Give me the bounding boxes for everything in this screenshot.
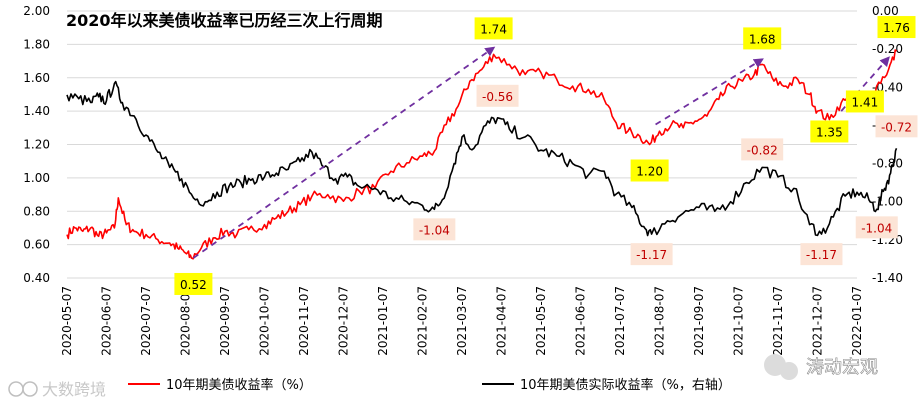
highlight-label-box xyxy=(474,17,513,40)
x-tick-label: 2020-12-07 xyxy=(337,286,351,356)
left-tick-label: 0.60 xyxy=(23,238,50,252)
trend-arrow xyxy=(655,58,764,126)
watermark-right-text: 涛动宏观 xyxy=(806,357,878,378)
right-tick-label: -1.40 xyxy=(872,271,903,285)
left-tick-label: 0.40 xyxy=(23,271,50,285)
highlight-label-box xyxy=(743,27,782,50)
left-tick-label: 2.00 xyxy=(23,4,50,18)
x-tick-label: 2021-11-07 xyxy=(771,286,785,356)
highlight-label-box xyxy=(845,90,884,113)
legend-red-label: 10年期美债收益率（%） xyxy=(166,377,312,393)
right-tick-label: 0.00 xyxy=(872,4,899,18)
data-labels: 0.52 1.74 1.20 1.68 1.35 1.41 1.76 -1.04 -0.56 -1… xyxy=(174,16,918,295)
real-label: -1.04 xyxy=(861,221,892,235)
highlight-label-box xyxy=(174,272,213,295)
x-tick-label: 2021-04-07 xyxy=(495,286,509,356)
series-line-real xyxy=(66,80,898,237)
highlight-label: 1.74 xyxy=(480,22,507,36)
x-tick-label: 2021-10-07 xyxy=(732,286,746,356)
wechat-icon-2 xyxy=(780,362,798,380)
x-tick-label: 2020-09-07 xyxy=(218,286,232,356)
highlight-label-box xyxy=(877,16,916,39)
left-tick-label: 0.80 xyxy=(23,204,50,218)
x-tick-label: 2022-01-07 xyxy=(850,286,864,356)
chart-title: 2020年以来美债收益率已历经三次上行周期 xyxy=(66,11,383,30)
x-tick-label: 2020-11-07 xyxy=(297,286,311,356)
highlight-label: 1.41 xyxy=(852,95,879,109)
x-tick-label: 2020-06-07 xyxy=(100,286,114,356)
real-label-box xyxy=(630,243,673,266)
x-tick-label: 2020-10-07 xyxy=(258,286,272,356)
x-tick-label: 2021-01-07 xyxy=(376,286,390,356)
left-tick-label: 1.20 xyxy=(23,138,50,152)
highlight-label: 1.76 xyxy=(883,21,910,35)
x-tick-label: 2021-05-07 xyxy=(534,286,548,356)
right-tick-label: -1.00 xyxy=(872,195,903,209)
left-tick-label: 1.00 xyxy=(23,171,50,185)
highlight-label: 0.52 xyxy=(180,278,207,292)
highlight-label: 1.20 xyxy=(636,165,663,179)
highlight-label: 1.35 xyxy=(816,125,843,139)
left-tick-label: 1.40 xyxy=(23,104,50,118)
highlight-label-box xyxy=(630,159,669,182)
real-label: -0.82 xyxy=(747,143,778,157)
real-label: -1.04 xyxy=(419,223,450,237)
watermark-left-text: 大数跨境 xyxy=(42,380,106,399)
x-tick-label: 2021-06-07 xyxy=(574,286,588,356)
series-line-nominal xyxy=(66,49,898,260)
watermark-right: 涛动宏观 xyxy=(764,354,878,380)
real-label-box xyxy=(476,84,519,107)
right-tick-label: -0.20 xyxy=(872,42,903,56)
left-tick-label: 1.80 xyxy=(23,37,50,51)
real-label-box xyxy=(413,218,456,241)
legend-black-label: 10年期美债实际收益率（%，右轴） xyxy=(520,377,731,393)
x-tick-label: 2020-07-07 xyxy=(139,286,153,356)
real-label-box xyxy=(875,115,918,138)
real-label-box xyxy=(855,216,898,239)
x-tick-label: 2021-12-07 xyxy=(811,286,825,356)
watermark-left: 大数跨境 xyxy=(8,380,106,399)
real-label: -0.56 xyxy=(482,90,513,104)
x-tick-label: 2021-07-07 xyxy=(613,286,627,356)
left-axis-ticks: 0.40 0.60 0.80 1.00 1.20 1.40 1.60 1.80 2.00 xyxy=(23,4,50,285)
x-tick-label: 2020-05-07 xyxy=(60,286,74,356)
x-axis-ticks: 2020-05-07 2020-06-07 2020-07-07 2020-08-07… xyxy=(60,286,864,356)
real-label: -0.72 xyxy=(881,120,912,134)
watermark-logo-icon-2 xyxy=(22,381,38,397)
left-tick-label: 1.60 xyxy=(23,71,50,85)
real-label: -1.17 xyxy=(806,248,837,262)
highlight-label-box xyxy=(810,120,849,143)
x-tick-label: 2021-09-07 xyxy=(692,286,706,356)
x-tick-label: 2021-02-07 xyxy=(416,286,430,356)
real-label: -1.17 xyxy=(636,248,667,262)
real-label-box xyxy=(741,138,784,161)
right-axis-ticks: -1.40-1.20-1.00-0.80-0.60-0.40-0.200.00 xyxy=(872,4,903,285)
right-tick-label: -0.80 xyxy=(872,157,903,171)
real-label-box xyxy=(800,243,843,266)
x-tick-label: 2021-08-07 xyxy=(653,286,667,356)
legend: 10年期美债收益率（%） 10年期美债实际收益率（%，右轴） xyxy=(128,377,731,393)
series-group xyxy=(66,49,898,260)
x-tick-label: 2021-03-07 xyxy=(455,286,469,356)
highlight-label: 1.68 xyxy=(749,32,776,46)
x-tick-label: 2020-08-07 xyxy=(179,286,193,356)
